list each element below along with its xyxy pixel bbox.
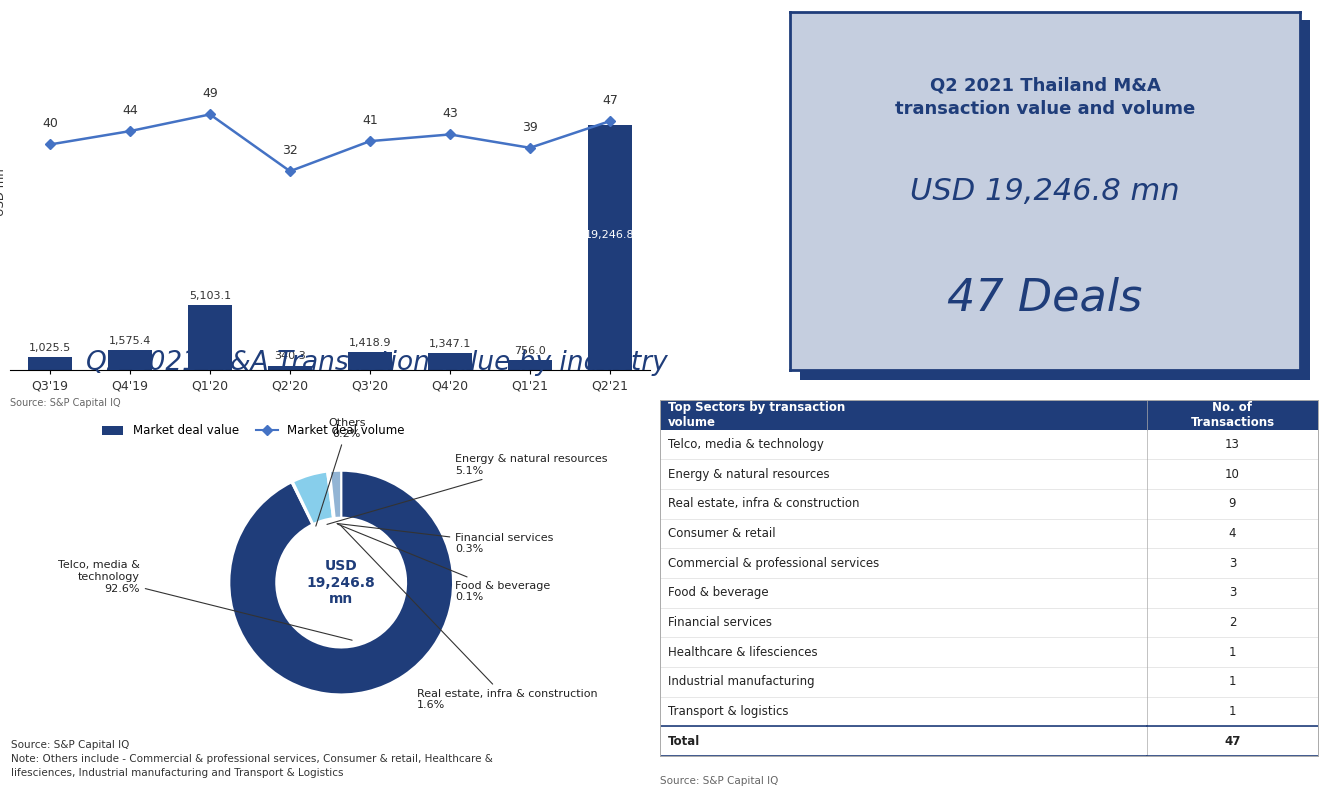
Bar	[1146, 400, 1319, 430]
Text: 39: 39	[522, 121, 538, 134]
Bar	[660, 400, 1146, 430]
Text: 2: 2	[1229, 616, 1236, 629]
Wedge shape	[293, 472, 333, 524]
Text: Top Sectors by transaction
volume: Top Sectors by transaction volume	[668, 401, 846, 429]
Bar	[660, 726, 1146, 756]
Text: 4: 4	[1229, 527, 1236, 540]
Bar	[660, 608, 1146, 638]
Text: Others
0.2%: Others 0.2%	[315, 418, 366, 526]
Text: 340.3: 340.3	[274, 351, 306, 361]
Text: 1,418.9: 1,418.9	[349, 338, 391, 347]
Bar	[1146, 608, 1319, 638]
Text: Commercial & professional services: Commercial & professional services	[668, 557, 879, 570]
Text: 47: 47	[1224, 734, 1241, 748]
Text: Energy & natural resources: Energy & natural resources	[668, 467, 830, 480]
Bar	[508, 360, 552, 370]
Bar	[1146, 578, 1319, 608]
Text: 47 Deals: 47 Deals	[947, 277, 1142, 320]
Text: Source: S&P Capital IQ: Source: S&P Capital IQ	[9, 398, 120, 408]
Text: 756.0: 756.0	[514, 346, 546, 356]
Bar	[660, 638, 1146, 667]
Text: 1,025.5: 1,025.5	[29, 343, 71, 353]
Bar	[660, 578, 1146, 608]
Wedge shape	[291, 482, 313, 525]
Bar	[588, 125, 632, 370]
Text: 10: 10	[1225, 467, 1240, 480]
Text: Total: Total	[668, 734, 700, 748]
Text: 32: 32	[282, 144, 298, 157]
Text: Q2 2021 M&A Transaction value by industry: Q2 2021 M&A Transaction value by industr…	[86, 350, 668, 376]
Bar	[1146, 489, 1319, 519]
Bar	[188, 305, 232, 370]
Text: Real estate, infra & construction: Real estate, infra & construction	[668, 497, 859, 510]
Text: 1: 1	[1229, 646, 1236, 659]
Text: 13: 13	[1225, 438, 1240, 451]
Text: 1,575.4: 1,575.4	[108, 336, 151, 346]
Bar	[660, 519, 1146, 548]
Text: 3: 3	[1229, 557, 1236, 570]
Text: Source: S&P Capital IQ
Note: Others include - Commercial & professional services: Source: S&P Capital IQ Note: Others incl…	[11, 740, 493, 778]
Legend: Market deal value, Market deal volume: Market deal value, Market deal volume	[98, 420, 409, 442]
Bar	[1146, 696, 1319, 726]
Bar	[1146, 638, 1319, 667]
Text: No. of
Transactions: No. of Transactions	[1190, 401, 1275, 429]
Wedge shape	[327, 472, 334, 518]
Bar	[660, 489, 1146, 519]
Text: 5,103.1: 5,103.1	[188, 291, 231, 301]
Text: Food & beverage: Food & beverage	[668, 586, 768, 600]
Bar	[660, 430, 1146, 459]
Text: 40: 40	[41, 117, 57, 131]
Bar	[1146, 519, 1319, 548]
Text: 19,246.8: 19,246.8	[585, 231, 635, 240]
Text: USD
19,246.8
mn: USD 19,246.8 mn	[307, 559, 375, 606]
Text: 41: 41	[362, 114, 378, 127]
Text: Telco, media &
technology
92.6%: Telco, media & technology 92.6%	[57, 560, 353, 640]
Bar	[428, 353, 472, 370]
Text: Healthcare & lifesciences: Healthcare & lifesciences	[668, 646, 818, 659]
Bar	[1146, 548, 1319, 578]
Text: Food & beverage
0.1%: Food & beverage 0.1%	[338, 524, 550, 602]
Bar	[660, 548, 1146, 578]
Text: 47: 47	[603, 93, 619, 107]
Text: 1,347.1: 1,347.1	[429, 339, 472, 349]
Text: 44: 44	[122, 104, 138, 117]
Text: 1: 1	[1229, 675, 1236, 688]
Text: Consumer & retail: Consumer & retail	[668, 527, 775, 540]
Bar	[660, 459, 1146, 489]
Wedge shape	[330, 471, 341, 518]
Text: Transport & logistics: Transport & logistics	[668, 705, 788, 718]
Bar	[660, 696, 1146, 726]
Text: Source: S&P Capital IQ: Source: S&P Capital IQ	[660, 776, 779, 786]
Text: 3: 3	[1229, 586, 1236, 600]
Wedge shape	[329, 472, 335, 518]
Text: Telco, media & technology: Telco, media & technology	[668, 438, 824, 451]
Bar	[1146, 667, 1319, 696]
Bar	[347, 352, 391, 370]
Bar	[269, 366, 313, 370]
Text: Energy & natural resources
5.1%: Energy & natural resources 5.1%	[327, 455, 608, 525]
Text: Q2 2021 Thailand M&A
transaction value and volume: Q2 2021 Thailand M&A transaction value a…	[895, 77, 1196, 118]
Text: USD 19,246.8 mn: USD 19,246.8 mn	[910, 177, 1180, 206]
Bar	[108, 350, 152, 370]
Text: 49: 49	[202, 87, 218, 100]
Text: Financial services: Financial services	[668, 616, 772, 629]
Wedge shape	[230, 471, 453, 695]
Text: Financial services
0.3%: Financial services 0.3%	[337, 523, 553, 555]
Text: 1: 1	[1229, 705, 1236, 718]
Bar	[1146, 430, 1319, 459]
Y-axis label: USD mn: USD mn	[0, 168, 7, 216]
Text: Real estate, infra & construction
1.6%: Real estate, infra & construction 1.6%	[341, 525, 599, 710]
Bar	[1146, 726, 1319, 756]
Text: 43: 43	[442, 107, 458, 120]
Text: 9: 9	[1229, 497, 1236, 510]
Bar	[1146, 459, 1319, 489]
Text: Industrial manufacturing: Industrial manufacturing	[668, 675, 815, 688]
Bar	[28, 357, 72, 370]
Bar	[660, 667, 1146, 696]
